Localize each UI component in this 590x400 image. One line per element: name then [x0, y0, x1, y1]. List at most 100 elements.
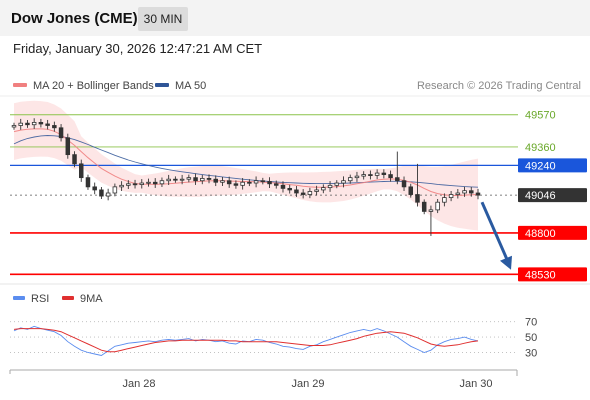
candle: [247, 181, 252, 184]
candle: [139, 182, 145, 185]
ma20-line: [13, 128, 479, 196]
candle: [300, 192, 306, 195]
candle: [52, 125, 57, 129]
candle: [92, 186, 97, 191]
candle: [294, 189, 299, 194]
rsi-line: [13, 325, 479, 356]
candle: [213, 178, 218, 183]
timeframe-badge[interactable]: 30 MIN: [138, 7, 188, 31]
candle: [374, 172, 380, 176]
candle: [448, 194, 454, 199]
legend-ma20: MA 20 + Bollinger Bands: [13, 80, 154, 92]
level-label-49360: 49360: [525, 142, 556, 154]
candle: [455, 192, 461, 195]
candle: [442, 197, 447, 203]
candle: [25, 122, 30, 126]
legend-rsi: RSI: [13, 293, 49, 305]
ma9-swatch: [62, 296, 74, 301]
forecast-arrow-head: [500, 255, 512, 270]
candle: [126, 183, 131, 186]
candle: [260, 180, 266, 183]
legend-ma50: MA 50: [155, 80, 206, 92]
candle: [206, 178, 212, 180]
candle: [240, 181, 245, 186]
candle: [401, 180, 407, 188]
candle: [415, 194, 420, 203]
candle: [166, 178, 171, 182]
candle: [159, 180, 165, 185]
datetime-label: Friday, January 30, 2026 12:47:21 AM CET: [13, 41, 263, 56]
candle: [388, 174, 393, 179]
candle: [18, 122, 23, 126]
candle: [72, 154, 77, 165]
rsi-ma-line: [13, 328, 479, 353]
candle: [186, 177, 192, 180]
candle: [428, 209, 434, 212]
candle: [152, 181, 158, 185]
level-label-49046: 49046: [525, 190, 556, 202]
x-tick-label: Jan 28: [122, 378, 155, 390]
candle: [354, 175, 360, 179]
candle: [368, 174, 373, 176]
candle: [395, 177, 400, 182]
legend-ma50-label: MA 50: [175, 80, 207, 92]
candle: [11, 125, 17, 128]
candle: [119, 184, 124, 188]
ma20-swatch: [13, 83, 27, 88]
forecast-arrow-shaft: [480, 201, 510, 263]
ma50-swatch: [155, 83, 169, 88]
candle: [361, 174, 366, 177]
rsi-swatch: [13, 296, 25, 301]
x-tick-label: Jan 30: [459, 378, 492, 390]
level-tag-48800: [518, 225, 587, 240]
legend-9ma-label: 9MA: [80, 293, 103, 305]
candle: [307, 191, 313, 195]
level-label-49570: 49570: [525, 110, 556, 122]
rsi-tick-50: 50: [525, 332, 537, 344]
level-label-49240: 49240: [525, 160, 556, 172]
level-label-48530: 48530: [525, 269, 556, 281]
candle: [233, 183, 239, 186]
candle: [321, 187, 326, 191]
candle: [341, 180, 346, 184]
candle: [85, 177, 91, 188]
level-tag-49046: [518, 188, 587, 203]
candle: [58, 127, 64, 139]
candle: [173, 178, 178, 181]
candle: [287, 187, 292, 191]
candle: [408, 186, 414, 195]
candle: [280, 184, 286, 189]
level-tag-49240: [518, 158, 587, 173]
candle: [179, 178, 185, 181]
candle: [334, 182, 340, 186]
candle: [381, 172, 387, 175]
candle: [105, 192, 111, 197]
rsi-tick-70: 70: [525, 317, 537, 329]
candle: [226, 180, 232, 185]
legend-rsi-label: RSI: [31, 293, 50, 305]
candle: [314, 189, 319, 192]
level-tag-48530: [518, 267, 587, 282]
credit-text: Research © 2026 Trading Central: [416, 80, 581, 92]
candle: [347, 177, 353, 182]
candle: [327, 184, 333, 189]
rsi-tick-30: 30: [525, 347, 537, 359]
candle: [435, 201, 440, 211]
candle: [469, 190, 474, 194]
candle: [274, 183, 279, 186]
candle: [220, 180, 225, 183]
candle: [253, 180, 259, 184]
instrument-title: Dow Jones (CME): [11, 10, 138, 27]
x-tick-label: Jan 29: [291, 378, 324, 390]
header-bar: Dow Jones (CME) 30 MIN: [0, 0, 590, 36]
candles: [11, 118, 481, 236]
candle: [99, 189, 104, 197]
candle: [475, 192, 481, 196]
candle: [421, 201, 427, 212]
candle: [45, 123, 50, 126]
candle: [78, 163, 84, 179]
level-label-48800: 48800: [525, 228, 556, 240]
ma50-line: [13, 135, 479, 188]
candle: [65, 137, 71, 156]
